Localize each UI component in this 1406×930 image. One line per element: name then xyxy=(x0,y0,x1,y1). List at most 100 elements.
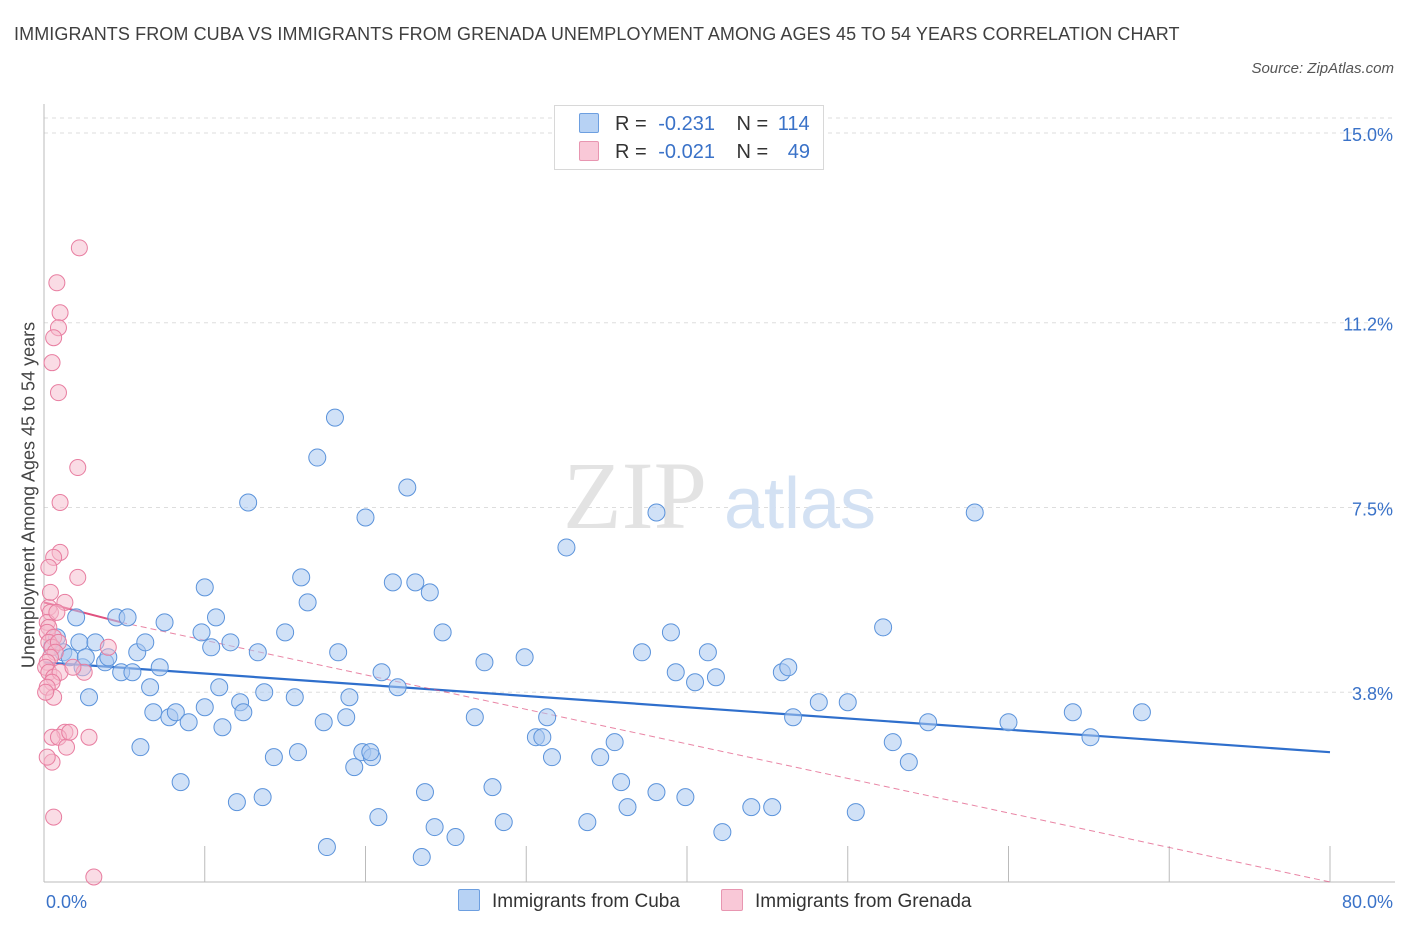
cuba-point xyxy=(325,408,344,427)
legend-row-grenada: R = -0.021 N = 49 xyxy=(579,138,810,166)
cuba-point xyxy=(80,688,99,707)
cuba-point xyxy=(292,568,311,587)
cuba-point xyxy=(647,783,666,802)
cuba-point xyxy=(515,648,534,667)
chart-title: IMMIGRANTS FROM CUBA VS IMMIGRANTS FROM … xyxy=(14,24,1180,44)
cuba-point xyxy=(144,703,163,722)
correlation-legend: R = -0.231 N = 114 R = -0.021 N = 49 xyxy=(554,105,824,170)
legend-n-label: N = xyxy=(736,141,769,163)
watermark-zip: ZIP xyxy=(563,442,707,549)
grenada-swatch-icon xyxy=(579,141,599,161)
legend-r-label: R = xyxy=(615,113,647,135)
cuba-point xyxy=(369,808,388,827)
cuba-point xyxy=(255,683,274,702)
tick-labels: 3.8% 7.5% 11.2% 15.0% 0.0% 80.0% xyxy=(46,125,1393,912)
grenada-point xyxy=(40,558,58,576)
y-axis-label: Unemployment Among Ages 45 to 54 years xyxy=(18,321,39,669)
cuba-point xyxy=(288,743,307,762)
legend-n-value: 49 xyxy=(787,141,811,163)
cuba-point xyxy=(195,698,214,717)
cuba-point xyxy=(202,638,221,657)
cuba-point xyxy=(706,668,725,687)
cuba-point xyxy=(999,713,1018,732)
grenada-point xyxy=(51,493,69,511)
cuba-point xyxy=(166,703,185,722)
cuba-point xyxy=(67,608,86,627)
cuba-point xyxy=(713,823,732,842)
cuba-point xyxy=(192,623,211,642)
cuba-point xyxy=(1132,703,1151,722)
cuba-point xyxy=(874,618,893,637)
cuba-point xyxy=(329,643,348,662)
cuba-point xyxy=(838,693,857,712)
cuba-point xyxy=(345,758,364,777)
cuba-point xyxy=(632,643,651,662)
cuba-point xyxy=(253,788,272,807)
cuba-point xyxy=(227,793,246,812)
cuba-point xyxy=(171,773,190,792)
cuba-point xyxy=(398,478,417,497)
cuba-point xyxy=(919,713,938,732)
grenada-legend-label: Immigrants from Grenada xyxy=(755,891,972,912)
cuba-point xyxy=(465,708,484,727)
cuba-point xyxy=(784,708,803,727)
legend-row-cuba: R = -0.231 N = 114 xyxy=(579,110,810,138)
cuba-point xyxy=(285,688,304,707)
cuba-point xyxy=(388,678,407,697)
watermark: ZIP atlas xyxy=(563,442,876,549)
grenada-point xyxy=(41,583,59,601)
cuba-point xyxy=(686,673,705,692)
cuba-point xyxy=(605,733,624,752)
cuba-point xyxy=(406,573,425,592)
cuba-point xyxy=(661,623,680,642)
cuba-point xyxy=(383,573,402,592)
cuba-point xyxy=(809,693,828,712)
grenada-point xyxy=(51,304,69,322)
cuba-point xyxy=(494,813,513,832)
grenada-point xyxy=(58,738,76,756)
cuba-point xyxy=(314,713,333,732)
cuba-point xyxy=(248,643,267,662)
grenada-point xyxy=(70,239,88,257)
cuba-point xyxy=(415,783,434,802)
grenada-point xyxy=(64,658,82,676)
cuba-point xyxy=(557,538,576,557)
cuba-point xyxy=(425,818,444,837)
cuba-point xyxy=(317,838,336,857)
cuba-point xyxy=(276,623,295,642)
cuba-point xyxy=(1081,728,1100,747)
cuba-point xyxy=(141,678,160,697)
cuba-point xyxy=(361,743,380,762)
cuba-point xyxy=(131,738,150,757)
grenada-point xyxy=(85,868,103,886)
grenada-legend-icon xyxy=(721,889,743,911)
cuba-point xyxy=(239,493,258,512)
legend-r-label: R = xyxy=(615,141,647,163)
cuba-point xyxy=(433,623,452,642)
cuba-point xyxy=(883,733,902,752)
grenada-point xyxy=(69,568,87,586)
legend-n-label: N = xyxy=(736,113,769,135)
cuba-point xyxy=(666,663,685,682)
legend-r-value: -0.021 xyxy=(658,141,715,163)
grid-lines xyxy=(44,117,1395,693)
cuba-swatch-icon xyxy=(579,113,599,133)
grenada-point xyxy=(48,603,66,621)
legend-n-value: 114 xyxy=(777,113,810,135)
cuba-point xyxy=(763,798,782,817)
cuba-point xyxy=(234,703,253,722)
cuba-point xyxy=(475,653,494,672)
y-tick-label: 7.5% xyxy=(1352,499,1393,519)
y-tick-label: 15.0% xyxy=(1342,125,1393,145)
cuba-point xyxy=(298,593,317,612)
cuba-point xyxy=(899,753,918,772)
cuba-point xyxy=(578,813,597,832)
cuba-point xyxy=(618,798,637,817)
cuba-point xyxy=(195,578,214,597)
grenada-trend-extension xyxy=(121,621,1331,883)
cuba-point xyxy=(210,678,229,697)
cuba-point xyxy=(179,713,198,732)
legend-r-value: -0.231 xyxy=(658,113,715,135)
cuba-point xyxy=(207,608,226,627)
cuba-point xyxy=(698,643,717,662)
